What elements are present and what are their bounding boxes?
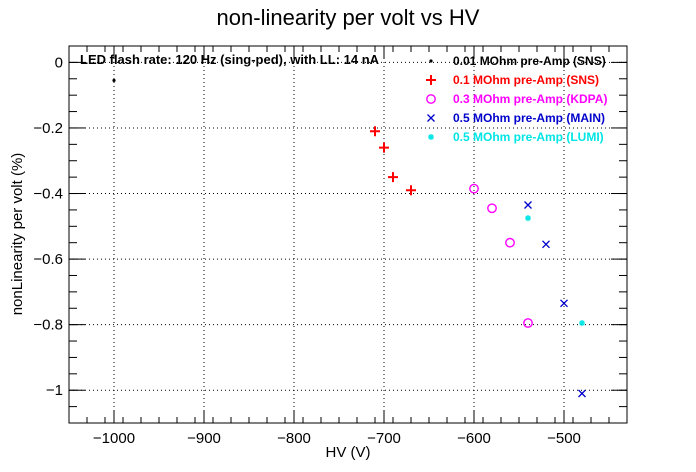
- grid: [69, 46, 627, 423]
- data-point: [388, 172, 398, 183]
- data-point: [525, 215, 531, 222]
- legend-label: 0.01 MOhm pre-Amp (SNS): [453, 54, 606, 68]
- x-tick-label: −800: [277, 430, 311, 447]
- data-point: [379, 142, 389, 153]
- data-point: [370, 126, 380, 137]
- data-point: [560, 299, 568, 308]
- data-points: [112, 78, 586, 398]
- legend-marker: [429, 59, 433, 63]
- data-point: [112, 78, 116, 83]
- legend-marker: [426, 75, 436, 85]
- chart-title: non-linearity per volt vs HV: [217, 5, 480, 30]
- x-tick-labels: −1000 −900 −800 −700 −600 −500: [93, 430, 581, 447]
- legend-label: 0.1 MOhm pre-Amp (SNS): [453, 73, 599, 87]
- x-tick-label: −900: [187, 430, 221, 447]
- x-axis-label: HV (V): [326, 444, 371, 461]
- legend-marker: [426, 94, 436, 104]
- plot-frame: [68, 45, 628, 424]
- y-tick-label: −0.6: [33, 251, 63, 268]
- y-tick-label: −0.4: [33, 186, 63, 203]
- legend-label: 0.5 MOhm pre-Amp (LUMI): [453, 130, 604, 144]
- data-point: [523, 318, 533, 328]
- axis-ticks: [68, 45, 628, 423]
- legend-marker: [428, 134, 434, 140]
- data-point: [578, 389, 586, 398]
- data-point: [579, 320, 585, 327]
- y-tick-labels: 0 −0.2 −0.4 −0.6 −0.8 −1: [33, 54, 63, 399]
- y-axis-label: nonLinearity per volt (%): [9, 153, 26, 316]
- legend-label: 0.3 MOhm pre-Amp (KDPA): [453, 92, 607, 106]
- y-tick-label: 0: [55, 54, 63, 71]
- x-tick-label: −700: [367, 430, 401, 447]
- y-tick-label: −0.2: [33, 120, 63, 137]
- y-tick-label: −0.8: [33, 317, 63, 334]
- data-point: [505, 237, 515, 248]
- legend: 0.01 MOhm pre-Amp (SNS) 0.1 MOhm pre-Amp …: [426, 54, 607, 144]
- legend-label: 0.5 MOhm pre-Amp (MAIN): [453, 111, 605, 125]
- x-tick-label: −500: [547, 430, 581, 447]
- data-point: [524, 201, 532, 209]
- legend-marker: [427, 114, 435, 122]
- y-tick-label: −1: [46, 382, 63, 399]
- x-tick-label: −600: [457, 430, 491, 447]
- annotation-text: LED flash rate: 120 Hz (sing-ped), with …: [80, 52, 380, 67]
- x-tick-label: −1000: [93, 430, 135, 447]
- data-point: [487, 203, 497, 214]
- data-point: [469, 183, 479, 194]
- data-point: [406, 185, 416, 196]
- data-point: [542, 240, 550, 249]
